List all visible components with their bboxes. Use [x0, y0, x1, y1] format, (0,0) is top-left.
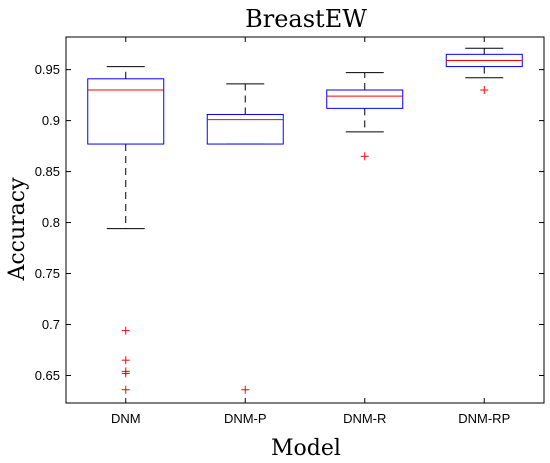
x-tick-label: DNM-P [224, 411, 267, 426]
x-tick-label: DNM-R [343, 411, 386, 426]
chart-title: BreastEW [245, 5, 367, 33]
y-tick-label: 0.75 [35, 266, 60, 281]
box-dnm-r [326, 89, 404, 109]
outlier-dnm [121, 369, 130, 378]
y-tick-label: 0.65 [35, 368, 60, 383]
y-tick-label: 0.9 [42, 113, 60, 128]
plot-area: 0.65 0.7 0.75 0.8 0.85 0.9 0.95 DNM DNM-P DNM-R DN… [35, 36, 545, 426]
outlier-dnm [121, 326, 130, 335]
y-tick-label: 0.85 [35, 164, 60, 179]
outlier-dnm [121, 385, 130, 394]
box-dnm-p [206, 113, 284, 145]
x-tick-label: DNM [111, 411, 141, 426]
box-dnm [87, 78, 165, 145]
x-axis-label: Model [271, 436, 341, 461]
y-tick-label: 0.8 [42, 215, 60, 230]
outlier-dnm [121, 356, 130, 365]
x-tick-label: DNM-RP [458, 411, 510, 426]
outlier-dnm-p [241, 385, 250, 394]
outlier-dnm-r [360, 152, 369, 161]
y-axis-label: Accuracy [5, 177, 30, 282]
y-tick-label: 0.7 [42, 317, 60, 332]
outlier-dnm-rp [480, 86, 489, 95]
axes-frame [65, 36, 545, 404]
y-tick-label: 0.95 [35, 62, 60, 77]
